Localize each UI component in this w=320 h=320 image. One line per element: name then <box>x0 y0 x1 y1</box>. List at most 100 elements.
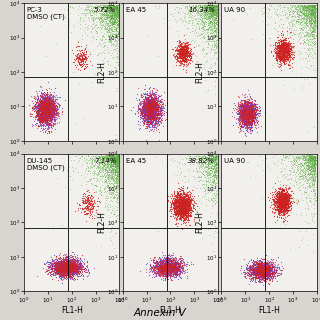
Point <box>42 107 47 112</box>
Point <box>147 94 152 99</box>
Point <box>39 98 44 103</box>
Point <box>246 112 252 117</box>
Point <box>281 205 286 210</box>
Point <box>285 54 290 59</box>
Point <box>252 269 258 275</box>
Point <box>42 112 47 117</box>
Point <box>175 43 180 48</box>
Point <box>280 48 285 53</box>
Point <box>281 57 286 62</box>
Point <box>67 264 72 269</box>
Point <box>103 155 108 160</box>
Point <box>313 162 318 167</box>
Point <box>211 4 216 10</box>
Point <box>42 115 47 120</box>
Point <box>114 13 119 19</box>
Point <box>103 156 108 161</box>
Point <box>60 267 65 272</box>
Point <box>181 208 187 213</box>
Point <box>179 49 184 54</box>
Point <box>301 21 306 27</box>
Point <box>178 205 183 210</box>
Point <box>47 104 52 109</box>
Point <box>164 269 169 274</box>
Point <box>63 260 68 266</box>
Point <box>59 267 64 272</box>
Point <box>176 212 181 218</box>
Point <box>143 118 148 123</box>
Point <box>46 102 51 108</box>
Point <box>161 264 166 269</box>
Point <box>64 265 69 270</box>
Point <box>279 268 284 273</box>
Point <box>43 111 48 116</box>
Point <box>180 211 185 216</box>
Point <box>308 184 313 189</box>
Point <box>68 268 73 273</box>
Point <box>185 212 190 217</box>
Point <box>306 47 311 52</box>
Point <box>63 261 68 267</box>
Point <box>80 18 85 23</box>
Point <box>108 154 114 159</box>
Point <box>44 98 49 103</box>
Point <box>176 207 181 212</box>
Point <box>148 105 154 110</box>
Point <box>151 105 156 110</box>
Point <box>112 5 117 10</box>
Point <box>178 260 183 265</box>
Point <box>280 191 285 196</box>
Point <box>155 111 160 116</box>
Point <box>95 16 100 21</box>
Point <box>276 202 281 207</box>
Point <box>312 190 317 195</box>
Point <box>38 116 43 122</box>
Point <box>40 111 45 116</box>
Point <box>274 269 279 274</box>
Point <box>84 61 89 67</box>
Point <box>311 7 316 12</box>
Point <box>279 159 284 164</box>
Point <box>259 272 264 277</box>
Point <box>48 261 53 266</box>
Point <box>54 271 59 276</box>
Point <box>246 106 252 111</box>
Point <box>312 157 317 162</box>
Point <box>159 265 164 270</box>
Point <box>247 120 252 125</box>
Point <box>111 8 116 13</box>
Point <box>77 21 83 27</box>
Point <box>183 52 188 57</box>
Point <box>280 54 285 60</box>
Point <box>306 10 311 15</box>
Point <box>242 118 247 123</box>
Point <box>113 153 118 158</box>
Point <box>240 123 245 128</box>
Point <box>251 271 256 276</box>
Point <box>147 105 152 110</box>
Point <box>300 11 306 16</box>
Point <box>309 178 315 183</box>
Point <box>175 54 180 59</box>
Point <box>173 54 178 59</box>
Point <box>143 108 148 113</box>
Point <box>140 104 145 109</box>
Point <box>278 209 284 214</box>
Point <box>143 110 148 115</box>
Point <box>163 272 168 277</box>
Point <box>308 171 313 176</box>
Point <box>209 185 214 190</box>
Point <box>271 194 276 199</box>
Point <box>40 112 45 117</box>
Point <box>181 47 187 52</box>
Point <box>178 268 183 274</box>
Point <box>177 208 182 213</box>
Point <box>212 9 217 14</box>
Point <box>41 108 46 113</box>
Point <box>115 156 120 161</box>
Point <box>302 20 308 25</box>
Point <box>149 116 155 121</box>
Point <box>49 105 54 110</box>
Point <box>38 118 43 123</box>
Point <box>311 19 316 24</box>
